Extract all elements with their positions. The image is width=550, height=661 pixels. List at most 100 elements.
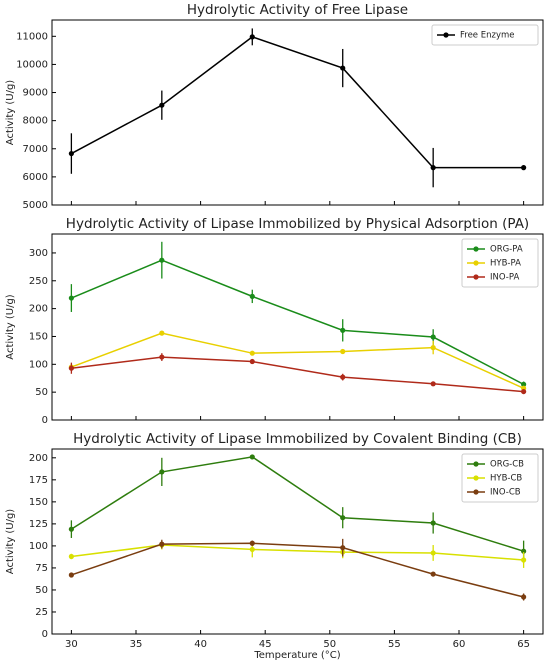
series-line — [71, 259, 524, 386]
x-tick-label: 40 — [194, 639, 207, 650]
x-tick-label: 65 — [517, 639, 530, 650]
data-point — [249, 34, 255, 40]
data-point — [249, 454, 255, 460]
legend-marker — [473, 260, 479, 266]
y-tick-label: 7000 — [23, 144, 48, 155]
data-point — [68, 295, 74, 301]
y-tick-label: 25 — [35, 607, 48, 618]
data-point — [521, 381, 527, 387]
data-point — [430, 550, 436, 556]
y-tick-label: 0 — [42, 629, 48, 640]
y-tick-label: 125 — [29, 519, 48, 530]
series-line — [71, 356, 524, 393]
y-axis-label: Activity (U/g) — [5, 80, 16, 146]
legend-marker — [473, 475, 479, 481]
series-line — [70, 456, 524, 552]
legend-box — [431, 24, 539, 46]
y-tick-label: 50 — [35, 387, 48, 398]
data-point — [159, 541, 165, 547]
legend-label: ORG-CB — [490, 460, 524, 470]
plot-frame — [51, 448, 544, 635]
series-line — [71, 332, 524, 389]
data-point — [340, 545, 346, 551]
x-tick-label: 50 — [323, 639, 336, 650]
data-point — [430, 334, 436, 340]
plot-frame — [51, 19, 544, 206]
data-point — [340, 515, 346, 521]
data-point — [68, 150, 74, 157]
x-axis-label: Temperature (°C) — [253, 650, 340, 661]
legend-label: INO-PA — [490, 273, 519, 283]
series-line — [71, 542, 524, 598]
legend-label: INO-CB — [490, 488, 521, 498]
x-tick-label: 60 — [453, 639, 466, 650]
legend-label: ORG-PA — [490, 245, 523, 255]
y-tick-label: 100 — [29, 359, 48, 370]
data-point — [68, 526, 74, 532]
legend-box — [461, 453, 539, 503]
data-point — [521, 388, 527, 395]
legend-marker — [473, 246, 479, 252]
data-point — [159, 469, 165, 475]
series-line — [71, 36, 524, 169]
data-point — [159, 354, 165, 360]
legend-label: Free Enzyme — [460, 31, 515, 41]
chart-title: Hydrolytic Activity of Lipase Immobilize… — [66, 216, 529, 232]
y-tick-label: 6000 — [23, 172, 48, 183]
legend-marker — [473, 274, 479, 280]
x-tick-label: 30 — [65, 639, 78, 650]
data-point — [340, 374, 346, 380]
data-point — [68, 572, 74, 578]
series-line — [71, 544, 524, 561]
data-point — [159, 257, 165, 263]
y-tick-label: 75 — [35, 563, 48, 574]
chart-title: Hydrolytic Activity of Lipase Immobilize… — [73, 431, 522, 447]
data-point — [521, 548, 527, 554]
y-tick-label: 8000 — [23, 116, 48, 127]
x-tick-label: 55 — [388, 639, 401, 650]
y-tick-label: 50 — [35, 585, 48, 596]
y-tick-label: 11000 — [16, 31, 48, 42]
data-point — [430, 520, 436, 526]
legend-marker — [473, 461, 479, 467]
data-point — [249, 546, 255, 553]
legend-marker — [473, 489, 479, 495]
data-point — [521, 594, 527, 600]
data-point — [159, 330, 165, 336]
data-point — [340, 65, 346, 71]
y-axis-label: Activity (U/g) — [5, 294, 16, 360]
data-point — [521, 165, 527, 171]
data-point — [249, 540, 255, 546]
chart-title: Hydrolytic Activity of Free Lipase — [187, 2, 408, 18]
data-point — [340, 348, 346, 355]
data-point — [521, 557, 527, 563]
y-tick-label: 200 — [29, 304, 48, 315]
legend-marker — [443, 32, 449, 38]
data-point — [430, 381, 436, 387]
y-tick-label: 150 — [29, 331, 48, 342]
x-tick-label: 35 — [130, 639, 143, 650]
data-point — [68, 365, 74, 371]
y-tick-label: 150 — [29, 497, 48, 508]
y-tick-label: 100 — [29, 541, 48, 552]
data-point — [430, 345, 436, 351]
data-point — [430, 165, 436, 171]
legend-label: HYB-PA — [490, 259, 521, 269]
y-tick-label: 9000 — [23, 88, 48, 99]
data-point — [249, 293, 255, 299]
data-point — [249, 350, 255, 356]
data-point — [249, 358, 255, 365]
y-tick-label: 175 — [29, 475, 48, 486]
data-point — [68, 553, 74, 560]
y-tick-label: 0 — [42, 415, 48, 426]
y-tick-label: 5000 — [23, 200, 48, 211]
x-tick-label: 45 — [259, 639, 272, 650]
plot-frame — [51, 233, 544, 421]
legend-box — [461, 238, 539, 288]
y-tick-label: 250 — [29, 276, 48, 287]
y-axis-label: Activity (U/g) — [5, 509, 16, 575]
y-tick-label: 300 — [29, 248, 48, 259]
y-tick-label: 10000 — [16, 59, 48, 70]
data-point — [430, 571, 436, 577]
